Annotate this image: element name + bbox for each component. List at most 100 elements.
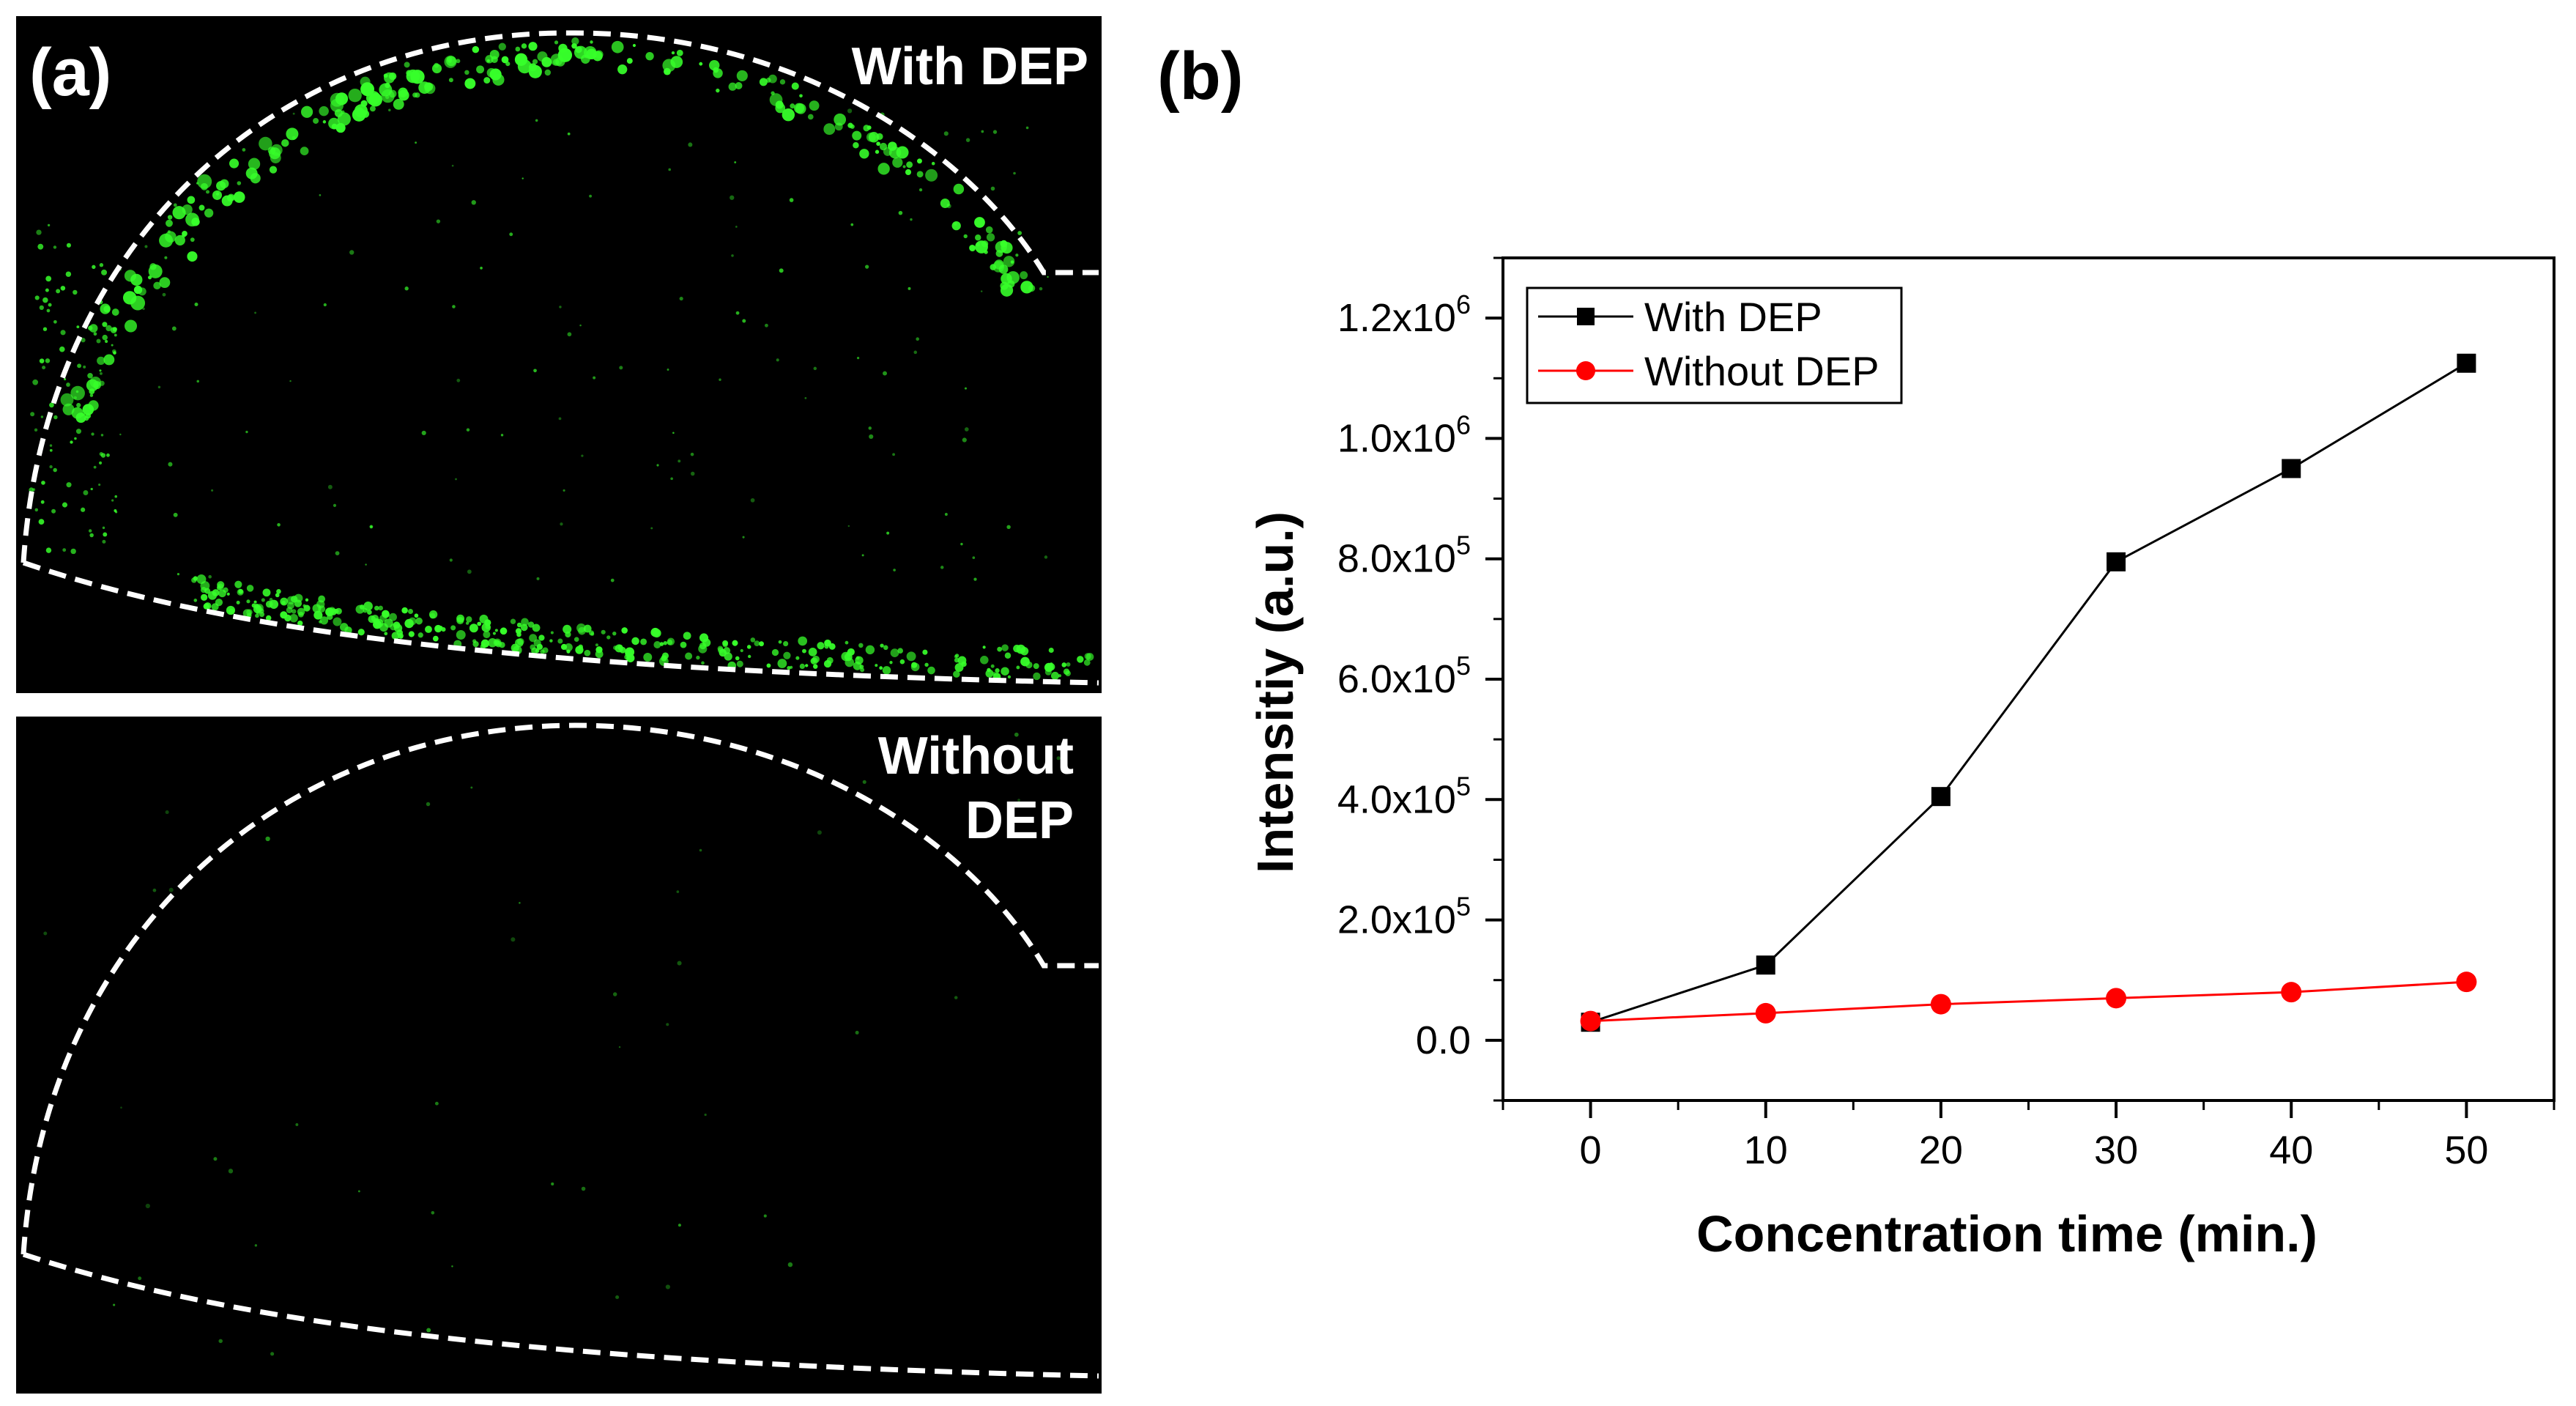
particle-dot (60, 393, 74, 407)
particle-dot (671, 51, 675, 55)
particle-dot (593, 376, 596, 380)
particle-dot (779, 268, 784, 273)
particle-dot (120, 1106, 122, 1109)
particle-dot (492, 632, 497, 635)
particle-dot (823, 123, 836, 136)
particle-dot (500, 627, 508, 635)
particle-dot (1047, 663, 1055, 671)
panel-a: With DEP Without DEP (a) (16, 16, 1102, 1394)
particle-dot (974, 234, 981, 241)
particle-dot (363, 602, 373, 611)
particle-dot (1001, 667, 1009, 676)
fluorescent-particles-without-dep (43, 732, 1061, 1356)
particle-dot (53, 467, 57, 473)
particle-dot (171, 326, 177, 331)
particle-dot (464, 70, 469, 75)
particle-dot (742, 319, 746, 323)
particle-dot (802, 648, 806, 654)
particle-dot (645, 51, 654, 61)
particle-dot (415, 617, 423, 625)
particle-dot (200, 182, 208, 190)
particle-dot (853, 142, 859, 149)
particle-dot (667, 369, 669, 371)
particle-dot (847, 525, 850, 528)
particle-dot (431, 1210, 435, 1215)
particle-dot (954, 996, 958, 999)
particle-dot (858, 643, 864, 648)
particle-dot (46, 308, 51, 313)
particle-dot (611, 40, 624, 53)
y-axis-ticks: 0.0 2.0x105 4.0x105 6.0x105 8.0x105 1.0x106 1.… (1337, 256, 1503, 1102)
particle-dot (173, 512, 178, 517)
particle-dot (223, 587, 229, 593)
particle-dot (352, 108, 366, 122)
particle-dot (111, 499, 114, 502)
particle-dot (964, 427, 969, 432)
particle-dot (62, 548, 67, 552)
particle-dot (97, 356, 105, 366)
particle-dot (381, 89, 395, 103)
particle-dot (391, 632, 400, 640)
particle-dot (93, 332, 97, 336)
particle-dot (869, 434, 874, 439)
particle-dot (470, 786, 473, 789)
particle-dot (783, 640, 789, 647)
particle-dot (73, 396, 78, 400)
particle-dot (45, 547, 52, 553)
particle-dot (142, 307, 145, 311)
particle-dot (53, 245, 57, 249)
particle-dot (823, 659, 832, 668)
x-tick-label-40: 40 (2269, 1128, 2313, 1172)
particle-dot (995, 668, 1000, 673)
y-axis-title: Intensitiy (a.u.) (1247, 511, 1304, 873)
particle-dot (699, 633, 709, 643)
particle-dot (43, 931, 48, 936)
particle-dot (866, 125, 872, 130)
particle-dot (337, 112, 351, 126)
particle-dot (1020, 271, 1028, 280)
particle-dot (883, 371, 887, 376)
particle-dot (877, 163, 890, 175)
particle-dot (113, 1303, 116, 1306)
particle-dot (954, 657, 959, 663)
particle-dot (905, 169, 912, 176)
particle-dot (145, 1203, 150, 1209)
particle-dot (782, 108, 795, 122)
particle-dot (229, 158, 240, 169)
particle-dot (319, 616, 329, 625)
particle-dot (270, 1352, 275, 1356)
particle-dot (74, 437, 77, 440)
particle-dot (75, 390, 79, 393)
particle-dot (93, 465, 97, 469)
particle-dot (918, 188, 923, 192)
panel-b-label: (b) (1157, 39, 1243, 114)
particle-dot (233, 191, 245, 203)
particle-dot (588, 630, 595, 636)
particle-dot (100, 371, 103, 375)
particle-dot (722, 642, 728, 648)
particle-dot (740, 648, 743, 653)
particle-dot (992, 130, 998, 134)
particle-dot (612, 631, 617, 636)
particle-dot (385, 82, 390, 89)
particle-dot (75, 429, 82, 434)
particle-dot (65, 271, 72, 277)
particle-dot (953, 183, 965, 195)
particle-dot (584, 55, 588, 59)
particle-dot (659, 642, 664, 646)
particle-dot (370, 525, 373, 528)
particle-dot (103, 354, 115, 366)
particle-dot (494, 629, 498, 632)
particle-dot (1050, 671, 1059, 680)
particle-dot (735, 656, 740, 661)
particle-dot (313, 610, 323, 620)
particle-dot (59, 346, 65, 352)
particle-dot (916, 171, 924, 178)
particle-dot (322, 120, 327, 124)
particle-dot (313, 117, 319, 124)
particle-dot (70, 440, 73, 444)
particle-dot (245, 167, 258, 180)
particle-dot (685, 652, 693, 660)
particle-dot (951, 221, 961, 231)
particle-dot (398, 632, 404, 639)
